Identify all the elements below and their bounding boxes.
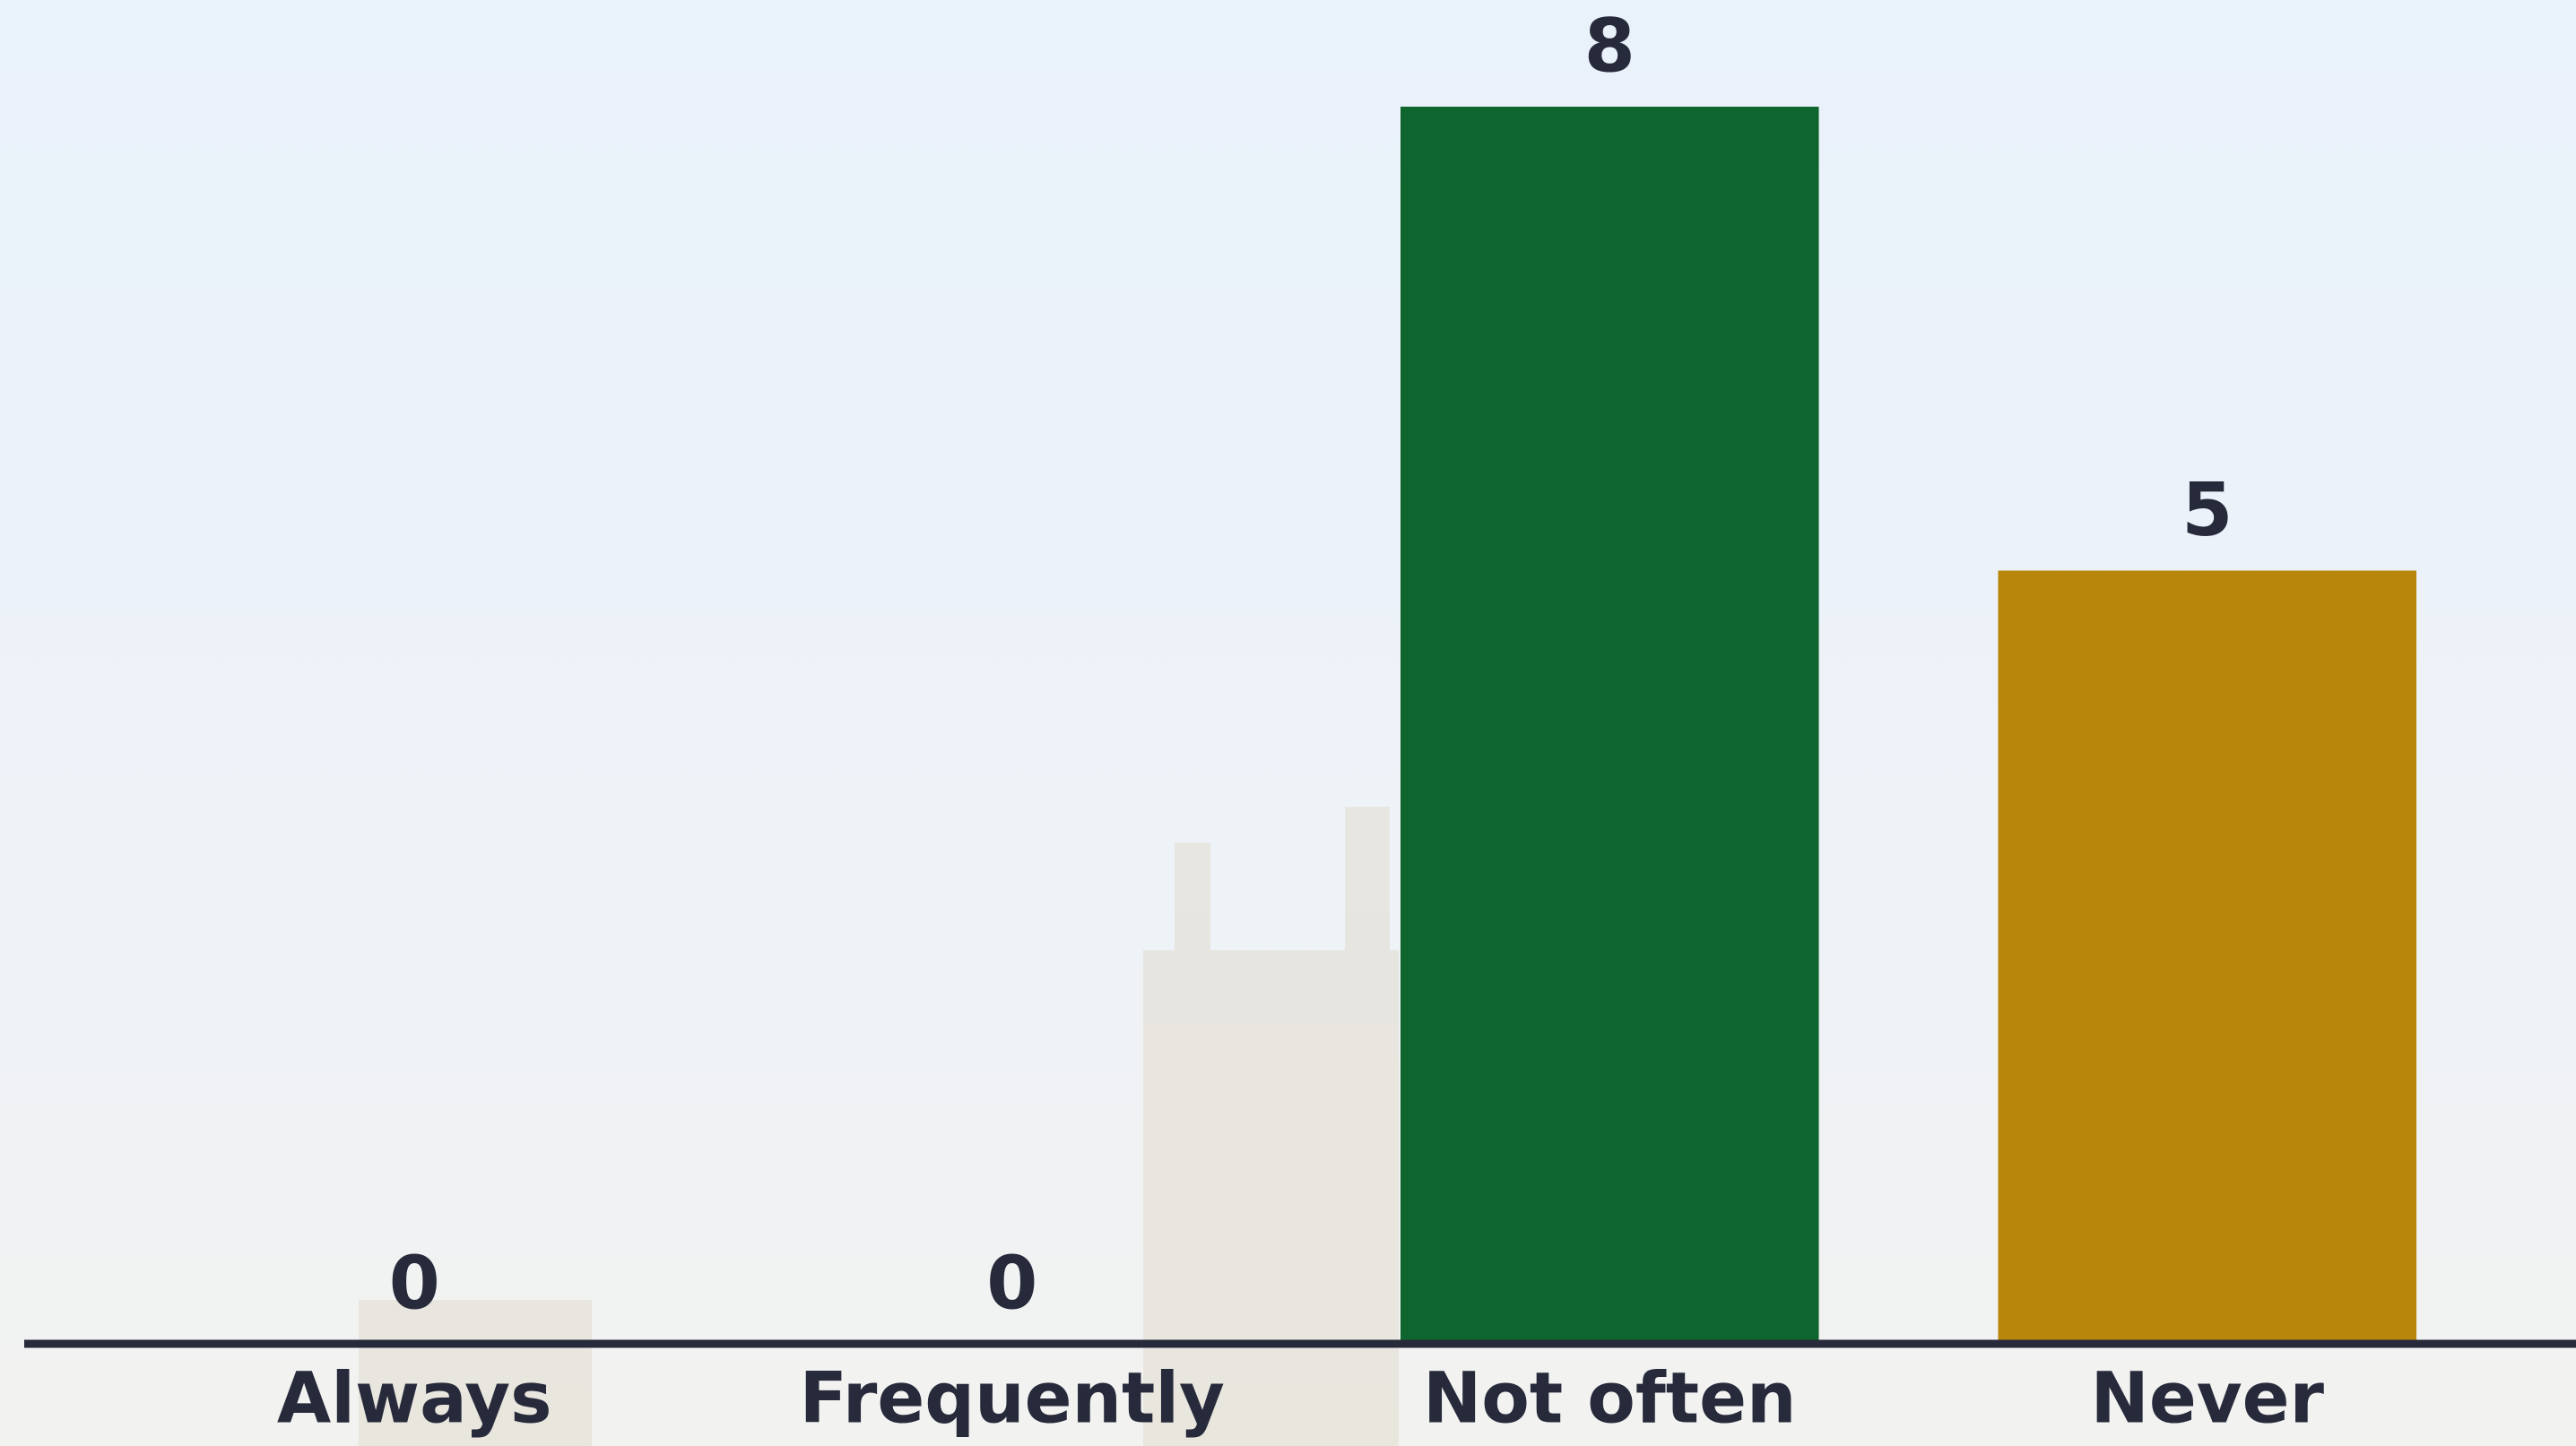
- value-label: 0: [986, 1241, 1037, 1326]
- x-tick-label: Never: [2091, 1358, 2325, 1439]
- value-label: 5: [2181, 468, 2233, 553]
- background-building: [359, 807, 1399, 1446]
- x-tick-label: Not often: [1423, 1358, 1797, 1439]
- x-tick-label: Frequently: [800, 1358, 1225, 1439]
- value-label: 8: [1584, 4, 1635, 89]
- bar: [1400, 107, 1819, 1344]
- value-label: 0: [389, 1241, 440, 1326]
- bar: [1998, 570, 2417, 1344]
- x-tick-label: Always: [277, 1358, 552, 1439]
